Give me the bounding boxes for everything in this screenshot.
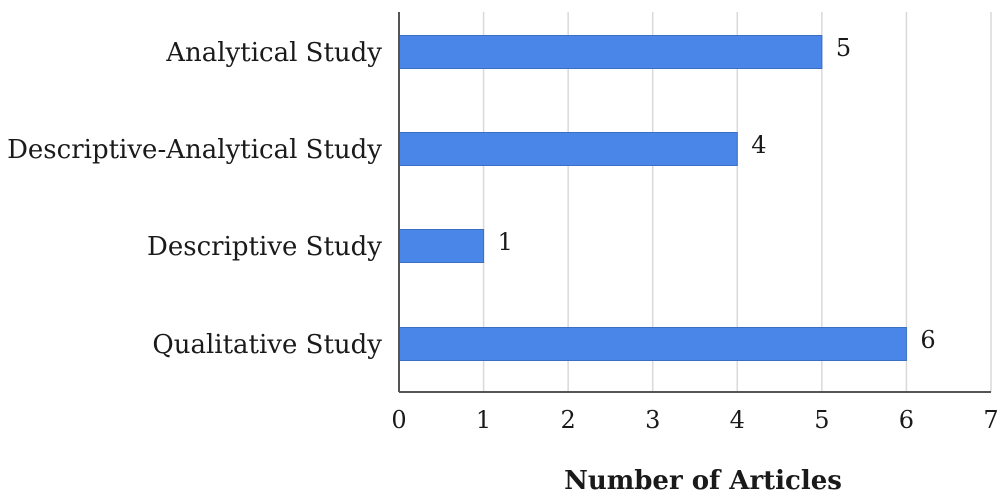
x-tick-label-1: 1 — [476, 406, 491, 434]
value-labels: 5 4 1 6 — [498, 34, 936, 354]
category-label-2: Descriptive-Analytical Study — [7, 135, 382, 165]
category-labels: Analytical Study Descriptive-Analytical S… — [7, 38, 382, 360]
value-label-2: 4 — [751, 131, 766, 159]
bars — [398, 35, 907, 361]
x-tick-label-3: 3 — [645, 406, 660, 434]
x-tick-label-5: 5 — [814, 406, 829, 434]
value-label-4: 6 — [920, 326, 935, 354]
grid-lines — [482, 12, 992, 392]
x-tick-label-4: 4 — [730, 406, 745, 434]
x-tick-label-7: 7 — [983, 406, 998, 434]
category-label-4: Qualitative Study — [152, 330, 382, 360]
value-label-3: 1 — [498, 228, 513, 256]
axes — [398, 12, 991, 393]
bar-2 — [398, 132, 738, 166]
bar-1 — [398, 35, 823, 69]
x-tick-label-6: 6 — [899, 406, 914, 434]
x-axis-title: Number of Articles — [564, 466, 842, 496]
bar-3 — [398, 229, 485, 263]
category-label-3: Descriptive Study — [147, 232, 382, 262]
value-label-1: 5 — [836, 34, 851, 62]
x-tick-label-0: 0 — [391, 406, 406, 434]
category-label-1: Analytical Study — [165, 38, 382, 68]
x-tick-labels: 0 1 2 3 4 5 6 7 — [391, 406, 998, 434]
x-tick-label-2: 2 — [561, 406, 576, 434]
bar-4 — [398, 327, 907, 361]
